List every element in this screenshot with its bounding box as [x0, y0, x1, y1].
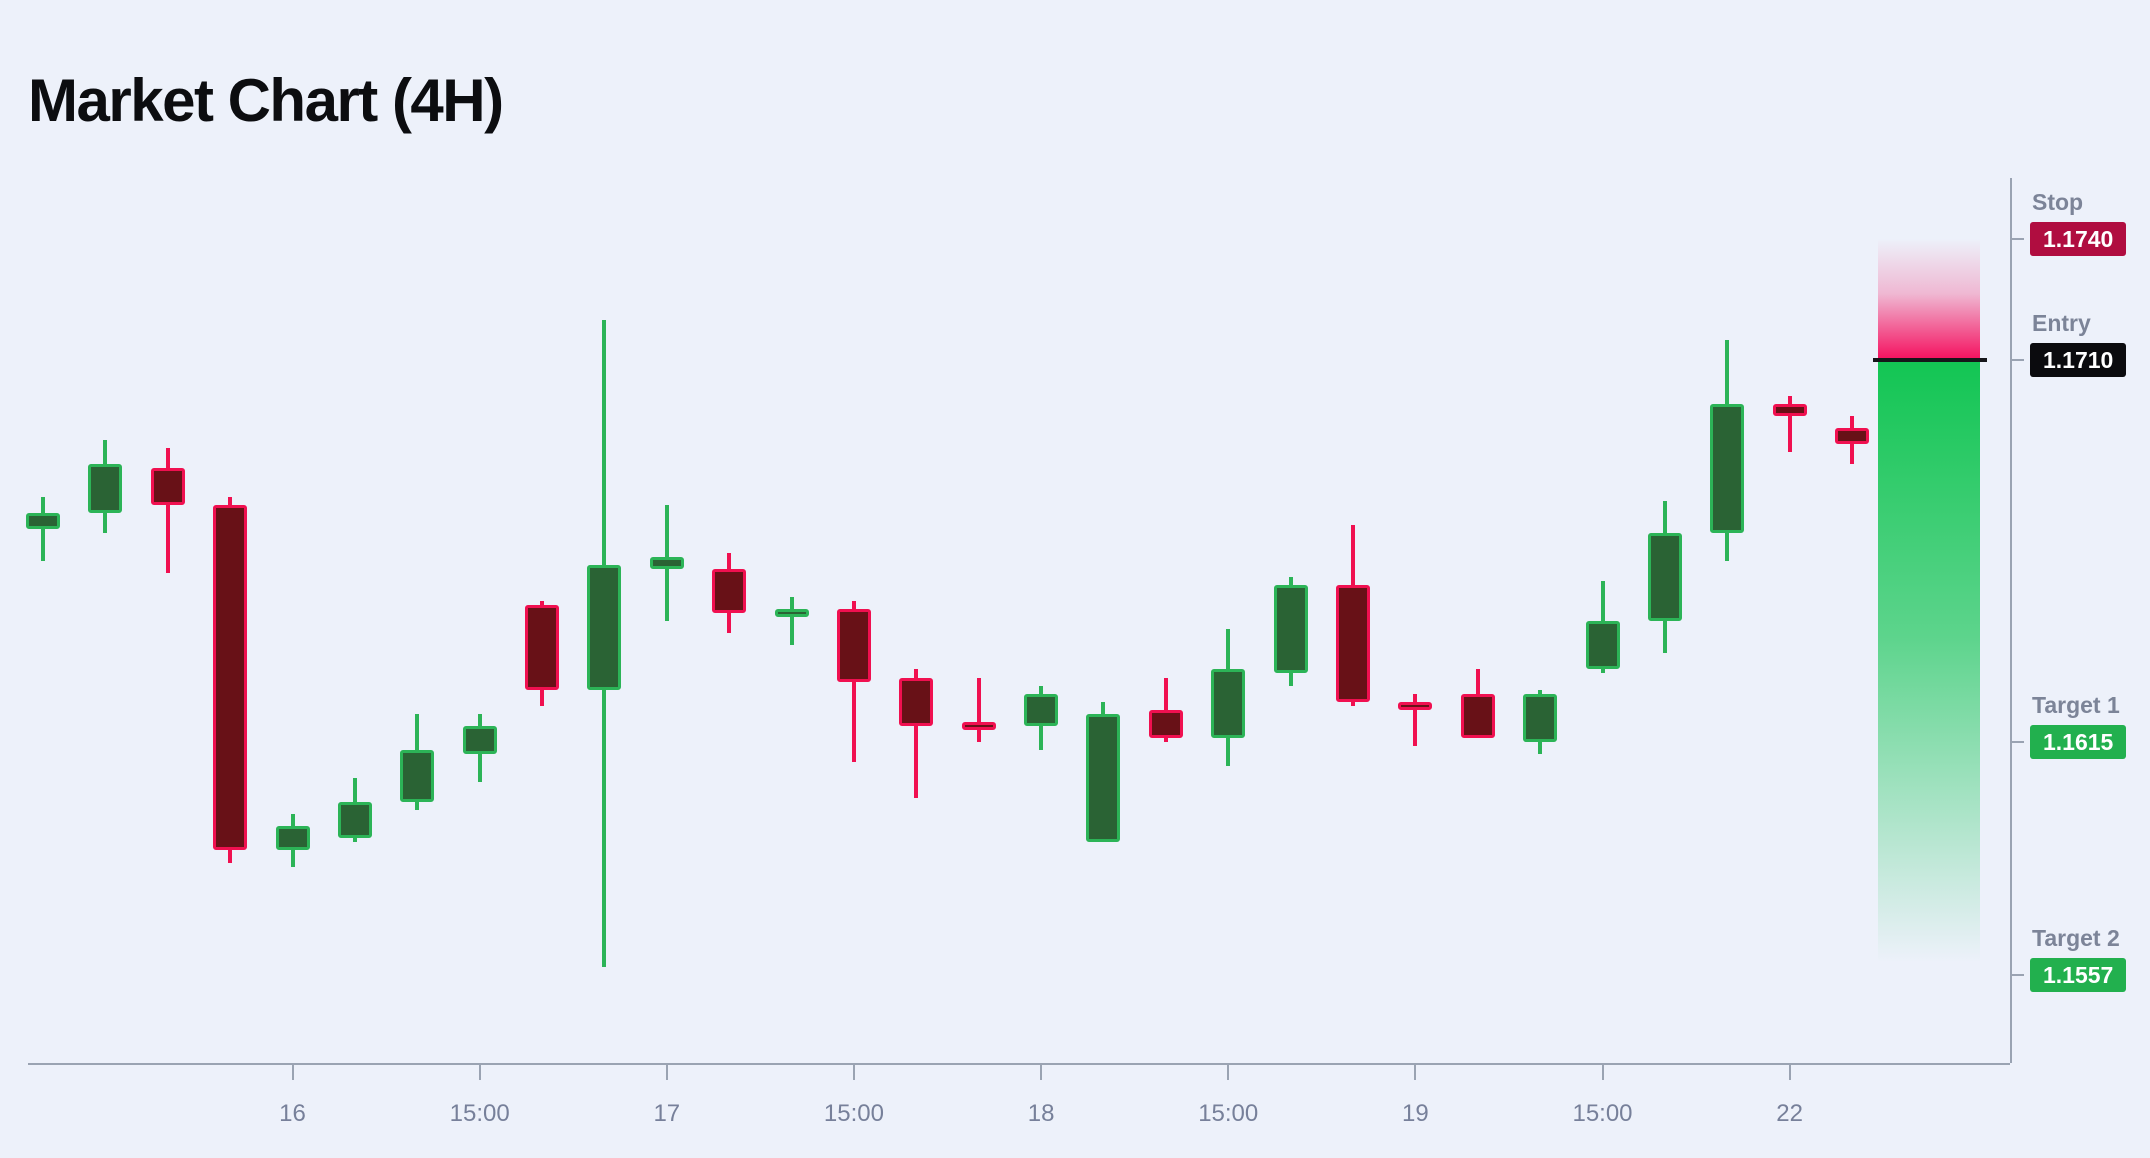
page-title: Market Chart (4H) [28, 67, 504, 135]
x-axis-label: 22 [1776, 1100, 1803, 1127]
candle-wick [851, 601, 856, 762]
candle-body [836, 609, 871, 682]
x-axis-label: 15:00 [1572, 1100, 1633, 1127]
candle-body [961, 721, 996, 730]
x-axis-tick [852, 1063, 855, 1080]
candle-wick [976, 677, 981, 742]
x-axis-line [28, 1063, 2010, 1065]
candle-body [1398, 701, 1433, 710]
x-axis-tick [1601, 1063, 1604, 1080]
x-axis-tick [665, 1063, 668, 1080]
candle-body [1024, 693, 1059, 726]
candle-body [525, 605, 560, 690]
candle-body [1211, 669, 1246, 738]
x-axis-tick [1414, 1063, 1417, 1080]
candle-wick [1787, 395, 1792, 453]
candle-body [649, 556, 684, 569]
candle-body [587, 564, 622, 690]
candle-wick [914, 669, 919, 799]
level-label-target1: Target 1 [2032, 691, 2120, 718]
candle-body [1585, 621, 1620, 670]
x-axis-label: 15:00 [1198, 1100, 1259, 1127]
y-axis-tick [2010, 740, 2024, 743]
candle-wick [41, 496, 45, 561]
level-badge-stop: 1.1740 [2030, 222, 2127, 257]
level-label-entry: Entry [2032, 309, 2091, 336]
candle-body [712, 568, 747, 614]
x-axis-tick [1227, 1063, 1230, 1080]
candle-body [337, 802, 372, 839]
x-axis-label: 15:00 [823, 1100, 884, 1127]
x-axis-label: 19 [1402, 1100, 1429, 1127]
entry-price-line [1873, 357, 1987, 362]
candle-body [1647, 532, 1682, 622]
candle-wick [165, 448, 170, 573]
y-axis-tick [2010, 974, 2024, 977]
candle-body [899, 677, 934, 726]
level-label-target2: Target 2 [2032, 925, 2120, 952]
risk-zone-gradient [1878, 239, 1980, 360]
level-badge-entry: 1.1710 [2030, 342, 2127, 377]
x-axis-label: 16 [279, 1100, 306, 1127]
candle-body [213, 504, 248, 851]
x-axis-label: 18 [1027, 1100, 1055, 1127]
y-axis-line [2010, 178, 2012, 1063]
x-axis-tick [478, 1063, 481, 1080]
candle-body [150, 468, 185, 505]
level-label-stop: Stop [2032, 189, 2084, 216]
y-axis-tick [2010, 358, 2024, 361]
candle-body [1086, 713, 1121, 843]
x-axis-label: 15:00 [449, 1100, 510, 1127]
candle-body [1835, 428, 1870, 445]
x-axis-tick [1788, 1063, 1791, 1080]
candle-body [1523, 693, 1558, 742]
x-axis-tick [291, 1063, 294, 1080]
candle-wick [1413, 693, 1418, 746]
level-badge-target2: 1.1557 [2030, 958, 2127, 993]
candle-body [88, 464, 123, 513]
candle-body [1460, 693, 1495, 738]
level-badge-target1: 1.1615 [2030, 724, 2127, 759]
candle-body [400, 749, 435, 803]
x-axis-tick [1040, 1063, 1043, 1080]
y-axis-tick [2010, 238, 2024, 241]
candle-body [1710, 404, 1745, 533]
candle-body [1772, 404, 1807, 417]
candle-body [275, 826, 310, 851]
reward-zone-gradient [1878, 359, 1980, 976]
candle-body [462, 725, 497, 754]
candle-body [26, 512, 60, 529]
candle-body [1273, 585, 1308, 674]
candle-body [1335, 585, 1370, 702]
candle-body [774, 609, 809, 618]
x-axis-label: 17 [653, 1100, 681, 1127]
candle-body [1148, 709, 1183, 738]
candle-wick [789, 597, 794, 646]
